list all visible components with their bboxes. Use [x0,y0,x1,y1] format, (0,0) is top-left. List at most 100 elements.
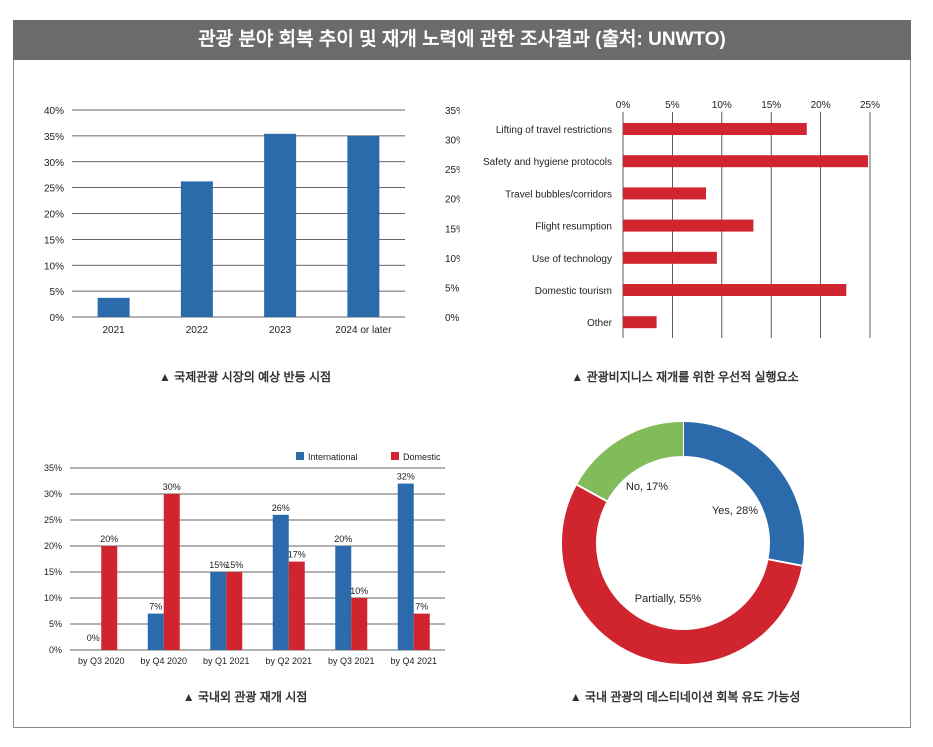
x-tick-label: 10% [712,100,732,111]
bar [623,284,847,296]
bar [623,155,869,168]
y-tick-label: 0% [49,645,62,655]
data-label-domestic: 20% [100,534,118,544]
x-tick-label: 20% [811,100,831,111]
category-label: Other [587,318,613,329]
rebound-timing-plot: 0% 5% 10% 15% 20% 25% 30% 35% 40% 0% 5% 10% 15% 20% 25… [44,106,460,336]
bar [623,187,706,200]
y-tick-label-right: 0% [445,313,460,324]
bar-domestic [163,494,180,650]
bar-domestic [288,561,305,650]
y-tick-label-left: 10% [44,261,64,272]
y-tick-label-left: 30% [44,158,64,169]
chart-restart-timing: 0% 5% 10% 15% 20% 25% 30% 35% International Domes… [20,445,460,675]
data-label-international: 15% [209,560,227,570]
y-tick-label-left: 40% [44,106,64,117]
chart-priority-factors: 0% 5% 10% 15% 20% 25% Lifting of travel restri… [465,90,895,350]
data-label-domestic: 7% [415,602,428,612]
x-tick-label: 5% [665,100,680,111]
legend-label-international: International [308,452,358,462]
bar [347,135,380,317]
y-tick-label-right: 25% [445,165,460,176]
y-tick-label-left: 35% [44,132,64,143]
y-tick-label: 10% [44,593,62,603]
caption-destination-recovery: ▲ 국내 관광의 데스티네이션 회복 유도 가능성 [569,690,801,704]
bar [623,123,807,135]
chart-destination-recovery: Yes, 28% Partially, 55% No, 17% [540,410,830,680]
x-tick-label: by Q2 2021 [265,656,312,666]
bar [623,219,754,232]
category-label: Safety and hygiene protocols [483,157,612,168]
x-tick-label: by Q4 2020 [140,656,187,666]
x-tick-label: 15% [761,100,781,111]
x-tick-label: by Q1 2021 [203,656,250,666]
donut-slice [682,422,804,566]
bar-international [397,483,414,650]
bar-domestic [413,613,430,650]
category-label: Use of technology [532,254,612,265]
x-tick-label: 2024 or later [335,325,392,336]
y-tick-label: 25% [44,515,62,525]
x-tick-label: 2021 [103,325,126,336]
x-tick-label: by Q3 2020 [78,656,125,666]
slice-label: Partially, 55% [635,593,702,605]
data-label-domestic: 30% [163,482,181,492]
bar [264,133,297,317]
legend-label-domestic: Domestic [403,452,441,462]
bar [97,297,130,317]
data-label-international: 32% [397,472,415,482]
y-tick-label-left: 0% [50,313,65,324]
y-tick-label-right: 20% [445,195,460,206]
y-tick-label: 35% [44,463,62,473]
bar [623,316,657,329]
data-label-domestic: 17% [288,550,306,560]
x-tick-label: by Q3 2021 [328,656,375,666]
y-tick-label-left: 20% [44,210,64,221]
bar-domestic [101,546,118,650]
caption-priority-factors: ▲ 관광비지니스 재개를 위한 우선적 실행요소 [571,370,799,384]
bar [623,251,717,264]
restart-timing-plot: 0% 5% 10% 15% 20% 25% 30% 35% International Domes… [44,452,445,666]
bar-domestic [226,572,243,650]
x-tick-label: 2023 [269,325,292,336]
data-label-international: 20% [334,534,352,544]
page-title: 관광 분야 회복 추이 및 재개 노력에 관한 조사결과 (출처: UNWTO) [13,20,911,60]
y-tick-label-right: 35% [445,106,460,117]
x-tick-label: 25% [860,100,880,111]
y-tick-label-right: 10% [445,254,460,265]
destination-recovery-donut: Yes, 28% Partially, 55% No, 17% [562,422,804,664]
category-label: Flight resumption [535,222,612,233]
y-tick-label: 20% [44,541,62,551]
donut-slice [562,484,802,664]
y-tick-label-right: 5% [445,283,460,294]
priority-factors-plot: 0% 5% 10% 15% 20% 25% Lifting of travel restri… [483,100,880,338]
caption-restart-timing: ▲ 국내외 관광 재개 시점 [182,690,308,704]
data-label-international: 7% [149,602,162,612]
chart-rebound-timing: 0% 5% 10% 15% 20% 25% 30% 35% 40% 0% 5% 10% 15% 20% 25… [20,90,460,350]
slice-separator [576,483,608,502]
y-tick-label-left: 5% [50,287,65,298]
category-label: Travel bubbles/corridors [505,189,612,200]
x-tick-label: 2022 [186,325,209,336]
legend-swatch-international [296,452,304,460]
y-tick-label: 5% [49,619,62,629]
data-label-domestic: 15% [225,560,243,570]
slice-label: Yes, 28% [712,505,758,517]
y-tick-label-right: 15% [445,224,460,235]
slice-separator [768,558,803,567]
y-tick-label-right: 30% [445,136,460,147]
y-tick-label-left: 25% [44,184,64,195]
legend-swatch-domestic [391,452,399,460]
y-tick-label: 15% [44,567,62,577]
slice-label: No, 17% [626,481,668,493]
y-tick-label: 30% [44,489,62,499]
bar-international [272,514,289,650]
bar-international [335,546,352,650]
y-tick-label-left: 15% [44,235,64,246]
bar-domestic [351,598,368,650]
donut-slice [576,422,684,502]
data-label-international: 0% [87,633,100,643]
bar-international [147,613,164,650]
data-label-international: 26% [272,503,290,513]
category-label: Lifting of travel restrictions [496,125,612,136]
